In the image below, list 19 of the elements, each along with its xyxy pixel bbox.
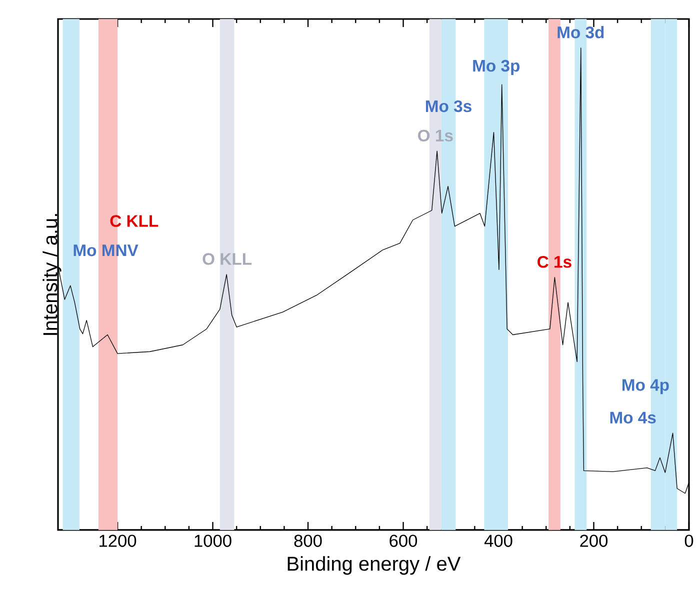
x-tick-label: 400 <box>484 534 512 547</box>
x-tick-label: 0 <box>684 534 694 547</box>
band-label: Mo 3s <box>426 100 472 112</box>
band-label: Mo 4p <box>622 379 669 394</box>
x-tick-label: 600 <box>390 534 418 547</box>
x-tick-label: 1000 <box>194 534 232 547</box>
y-axis-title: Intensity / a.u. <box>42 214 62 335</box>
x-tick-label: 1200 <box>100 534 136 547</box>
x-axis-title: Binding energy / eV <box>288 556 461 575</box>
x-tick-label: 800 <box>294 534 322 547</box>
band-label: Mo 3d <box>558 26 604 38</box>
band-label: C 1s <box>538 256 572 268</box>
band-label: O KLL <box>202 253 252 265</box>
band-label: C KLL <box>110 215 158 227</box>
band-label: Mo 3p <box>473 60 520 75</box>
x-tick-label: 200 <box>580 534 608 547</box>
band-label: Mo MNV <box>74 244 138 256</box>
band-label: O 1s <box>418 130 453 142</box>
band-label: Mo 4s <box>610 412 656 424</box>
